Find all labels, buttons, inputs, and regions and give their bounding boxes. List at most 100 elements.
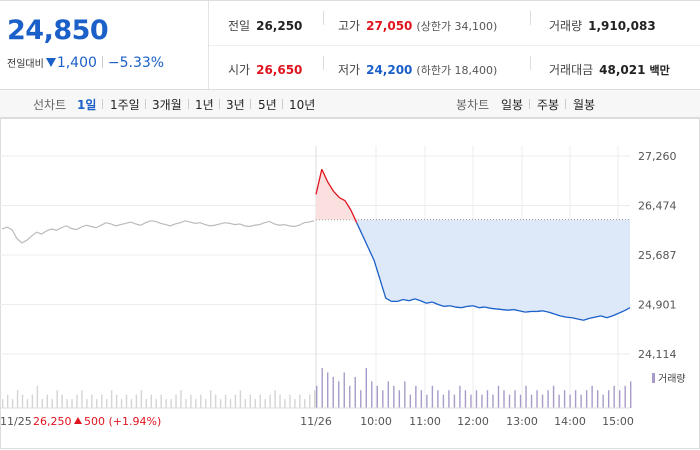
trade-value-cell: 거래대금 48,021 백만 <box>549 61 670 78</box>
row-divider <box>209 45 700 46</box>
volume-bar <box>61 394 63 408</box>
volume-bar <box>200 394 202 408</box>
divider <box>530 11 531 25</box>
today-price-line-segment <box>403 298 410 302</box>
tab-1week[interactable]: 1주일 <box>110 98 140 112</box>
volume-bar <box>150 394 152 408</box>
tab-3month[interactable]: 3개월 <box>152 98 182 112</box>
current-price-box: 24,850 전일대비 1,400 −5.33% <box>0 1 209 89</box>
today-price-line-segment <box>467 305 474 308</box>
divider <box>530 56 531 70</box>
today-price-line-segment <box>623 307 631 312</box>
volume-bar <box>56 390 58 408</box>
x-tick-label: 10:00 <box>360 415 392 428</box>
volume-bar <box>343 372 345 408</box>
today-price-line-segment <box>554 313 561 317</box>
volume-bar <box>165 399 167 408</box>
today-price-line-segment <box>426 301 433 304</box>
volume-bar <box>155 399 157 408</box>
volume-bar <box>420 390 423 408</box>
today-price-line-segment <box>373 260 381 280</box>
volume-bar <box>51 399 53 408</box>
volume-bar <box>371 381 373 408</box>
today-price-line-segment <box>397 298 404 303</box>
volume-bar <box>602 394 604 408</box>
volume-bar <box>558 394 560 408</box>
volume-bar <box>563 390 566 408</box>
tab-1day[interactable]: 1일 <box>77 98 97 112</box>
today-price-line-segment <box>379 279 387 299</box>
volume-bar <box>442 394 445 408</box>
volume-bar <box>613 385 615 408</box>
today-price-line-segment <box>321 168 329 183</box>
high-label: 고가 <box>338 19 361 33</box>
today-price-line-segment <box>519 310 526 313</box>
volume-bar <box>2 399 4 408</box>
volume-bar <box>437 390 439 408</box>
volume-bar <box>398 390 401 408</box>
today-price-line-segment <box>350 209 358 223</box>
volume-bar <box>86 399 88 408</box>
volume-bar <box>409 394 412 408</box>
volume-bar <box>547 390 549 408</box>
tab-monthly-candle[interactable]: 월봉 <box>573 98 596 112</box>
volume-bar <box>229 399 232 408</box>
volume-bar <box>470 394 472 408</box>
trade-value: 48,021 <box>599 63 646 77</box>
volume-bar <box>585 390 588 408</box>
divider <box>101 56 103 68</box>
prev-day-close-annotation: 26,250 <box>33 415 72 428</box>
volume-bar <box>21 394 24 408</box>
tab-daily-candle[interactable]: 일봉 <box>501 98 524 112</box>
tab-10year[interactable]: 10년 <box>289 98 316 112</box>
today-price-line-segment <box>408 298 416 302</box>
today-price-line-segment <box>560 315 567 318</box>
divider <box>219 99 220 109</box>
today-price-line-segment <box>502 308 508 311</box>
change-rate: −5.33% <box>107 55 165 71</box>
today-price-line-segment <box>461 305 468 309</box>
today-price-line-segment <box>507 308 514 311</box>
today-price-line-segment <box>327 181 334 192</box>
volume-bar <box>503 390 505 408</box>
volume-bar <box>591 385 593 408</box>
volume-bar <box>274 390 276 408</box>
volume-legend-label: 거래량 <box>658 373 686 385</box>
volume-bar <box>175 394 177 408</box>
today-price-line-segment <box>594 315 602 318</box>
volume-bar <box>284 399 286 408</box>
divider <box>323 56 324 70</box>
tab-3year[interactable]: 3년 <box>226 98 245 112</box>
today-price-line-segment <box>385 297 392 302</box>
volume-legend-swatch <box>652 373 655 383</box>
volume-bar <box>309 394 311 408</box>
above-reference-fill <box>316 169 630 220</box>
volume-bar <box>170 399 172 408</box>
volume-bar <box>91 394 93 408</box>
volume-bar <box>140 390 143 408</box>
volume-bar <box>115 394 118 408</box>
volume-bar <box>11 399 14 408</box>
volume-bar <box>492 394 494 408</box>
volume-bar <box>580 394 582 408</box>
today-price-line-segment <box>565 316 572 319</box>
today-price-line-segment <box>490 307 497 310</box>
tab-weekly-candle[interactable]: 주봉 <box>537 98 560 112</box>
volume-bar <box>365 368 367 408</box>
volume-bar <box>475 390 478 408</box>
volume-bar <box>101 394 103 408</box>
tab-1year[interactable]: 1년 <box>195 98 214 112</box>
volume-bar <box>41 399 44 408</box>
today-price-line-segment <box>361 235 369 249</box>
open-value: 26,650 <box>256 63 303 77</box>
change-label: 전일대비 <box>7 59 44 70</box>
today-price-line-segment <box>443 305 450 308</box>
today-price-line-segment <box>589 316 596 320</box>
volume-bar <box>239 390 242 408</box>
tab-5year[interactable]: 5년 <box>258 98 277 112</box>
volume-bar <box>46 394 48 408</box>
divider <box>145 99 146 109</box>
volume-bar <box>360 390 362 408</box>
today-price-line-segment <box>513 308 520 312</box>
volume-bar <box>214 394 217 408</box>
